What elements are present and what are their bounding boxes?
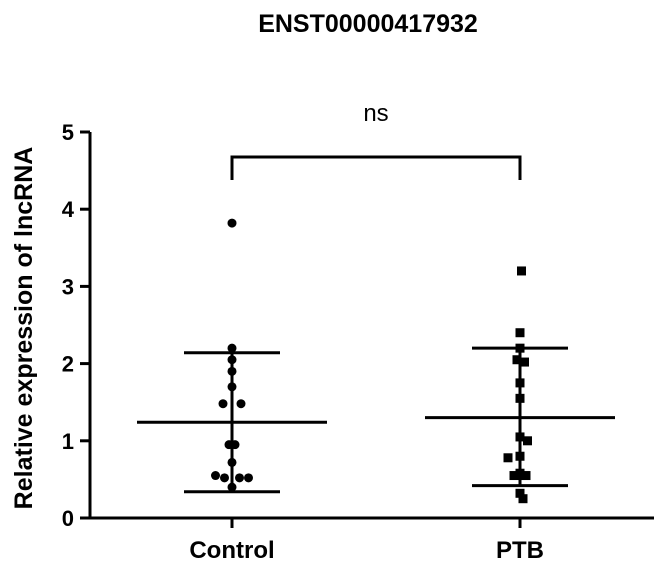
data-point-ptb (515, 328, 525, 338)
data-point-ptb (523, 436, 532, 446)
bracket-line (230, 155, 522, 180)
data-point-ptb (503, 453, 513, 463)
significance-bracket: ns (230, 100, 522, 180)
data-point-ptb (520, 357, 529, 367)
y-tick-label: 3 (62, 274, 74, 299)
data-point-control (227, 218, 237, 228)
data-point-ptb (517, 266, 526, 276)
data-point-control (218, 399, 228, 409)
data-point-control (244, 473, 253, 483)
data-point-control (211, 471, 220, 481)
y-tick-label: 4 (62, 197, 75, 222)
data-point-ptb (521, 471, 531, 481)
data-point-control (227, 343, 237, 353)
y-axis-label: Relative expression of lncRNA (10, 147, 38, 510)
y-tick-label: 5 (62, 120, 74, 145)
significance-label: ns (363, 100, 388, 127)
data-point-ptb (509, 471, 519, 481)
axes: 0 1 2 3 4 5 Control PTB (62, 120, 654, 564)
data-point-control (220, 473, 229, 483)
x-tick-label: PTB (496, 537, 544, 564)
data-points (211, 218, 532, 504)
y-tick-label: 1 (62, 429, 74, 454)
data-point-ptb (518, 494, 528, 504)
chart-title: ENST00000417932 (258, 10, 478, 38)
data-point-ptb (512, 355, 522, 365)
mean-sd-bars (137, 346, 615, 494)
data-point-ptb (515, 488, 525, 498)
data-point-control (236, 399, 246, 409)
y-tick-label: 0 (62, 506, 74, 531)
data-point-control (235, 473, 244, 483)
y-tick-label: 2 (62, 352, 74, 377)
x-tick-label: Control (189, 537, 274, 564)
